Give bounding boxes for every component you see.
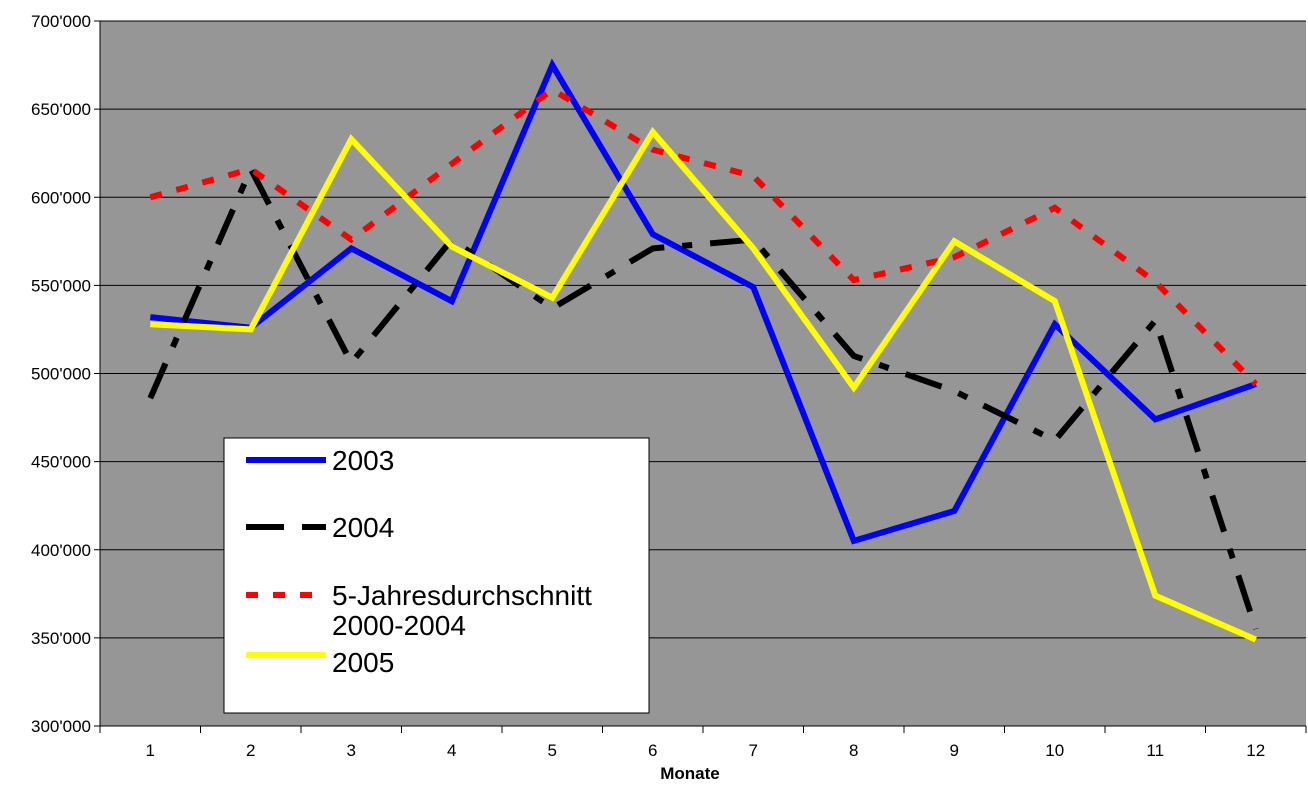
x-tick-label: 10 [1045,741,1064,760]
x-tick-label: 1 [146,741,155,760]
y-tick-label: 400'000 [31,541,91,560]
y-tick-label: 650'000 [31,100,91,119]
x-tick-label: 6 [648,741,657,760]
x-tick-label: 9 [950,741,959,760]
x-tick-label: 3 [347,741,356,760]
x-tick-label: 4 [447,741,456,760]
legend-label-2004: 2004 [332,512,394,543]
x-tick-label: 5 [548,741,557,760]
legend: 2003 2004 5-Jahresdurchschnitt 2000-2004… [223,437,650,714]
x-tick-label: 8 [849,741,858,760]
y-tick-label: 550'000 [31,276,91,295]
x-tick-label: 2 [246,741,255,760]
y-tick-label: 300'000 [31,717,91,736]
legend-label-avg: 5-Jahresdurchschnitt 2000-2004 [332,580,600,641]
x-tick-label: 7 [749,741,758,760]
legend-box [223,437,650,714]
series-line-1 [147,162,1259,631]
y-tick-label: 700'000 [31,12,91,31]
x-axis-title: Monate [660,764,720,783]
series-line-0 [149,58,1257,545]
legend-label-2003: 2003 [332,445,394,476]
y-tick-label: 350'000 [31,629,91,648]
y-tick-label: 450'000 [31,453,91,472]
x-tick-label: 12 [1246,741,1265,760]
legend-label-2005: 2005 [332,647,394,678]
x-tick-label: 11 [1146,741,1164,760]
series-line-3 [150,126,1258,643]
y-tick-label: 600'000 [31,188,91,207]
y-tick-label: 500'000 [31,365,91,384]
